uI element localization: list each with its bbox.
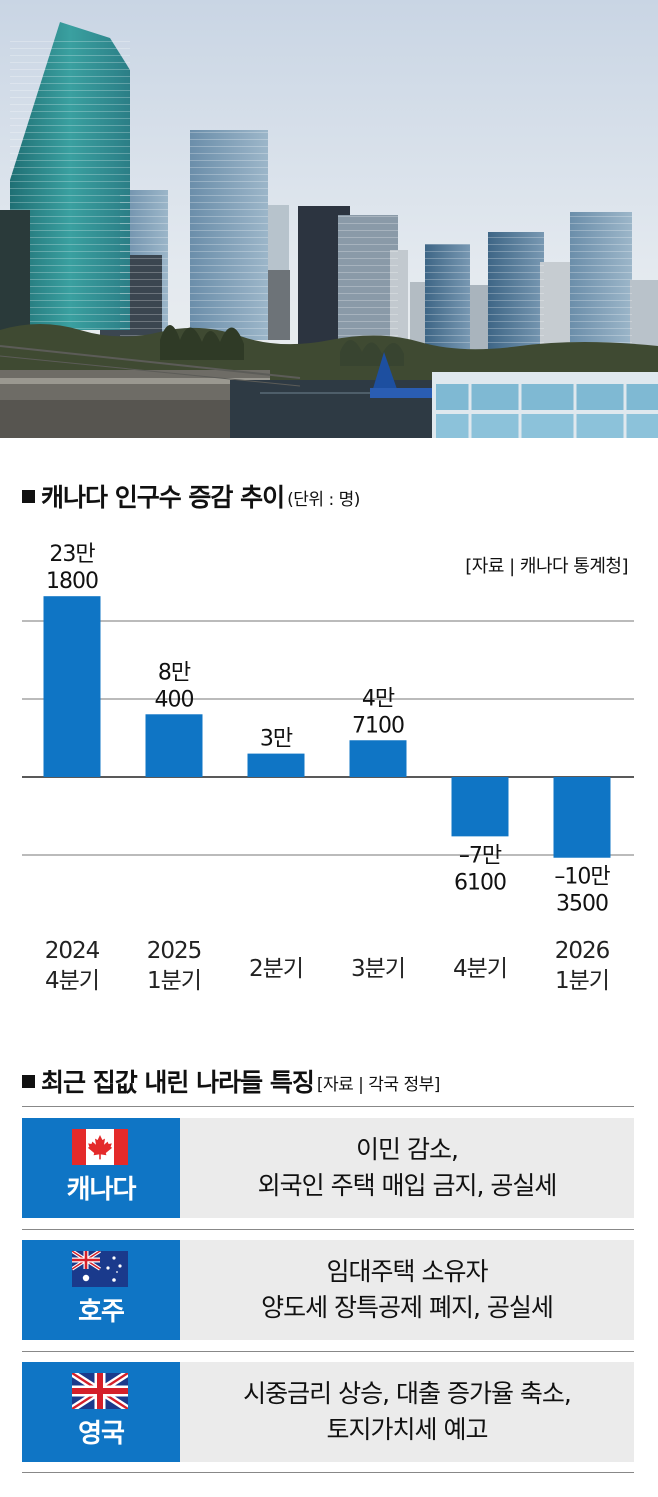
bar: [43, 596, 101, 777]
category-label: 2024: [45, 938, 100, 964]
category-label: 3분기: [351, 956, 405, 982]
category-label: 4분기: [453, 956, 507, 982]
category-label: 4분기: [45, 968, 99, 994]
country-cell: 호주: [22, 1240, 180, 1340]
data-label: 8만: [158, 660, 191, 685]
chart-title: 캐나다 인구수 증감 추이 (단위 : 명): [22, 478, 360, 514]
country-name: 호주: [78, 1297, 125, 1327]
table-source: [자료 | 각국 정부]: [316, 1075, 441, 1095]
table-row: 캐나다 이민 감소, 외국인 주택 매입 금지, 공실세: [22, 1118, 634, 1218]
feature-line: 외국인 주택 매입 금지, 공실세: [257, 1171, 558, 1200]
bar: [451, 777, 509, 837]
category-label: 2분기: [249, 956, 303, 982]
data-label: 4만: [362, 686, 395, 711]
table-title-text: 최근 집값 내린 나라들 특징: [41, 1068, 315, 1097]
divider: [22, 1229, 634, 1230]
feature-description: 임대주택 소유자 양도세 장특공제 폐지, 공실세: [180, 1240, 634, 1340]
divider: [22, 1351, 634, 1352]
feature-description: 이민 감소, 외국인 주택 매입 금지, 공실세: [180, 1118, 634, 1218]
table-title: 최근 집값 내린 나라들 특징 [자료 | 각국 정부]: [22, 1063, 440, 1099]
category-label: 2025: [147, 938, 202, 964]
city-skyline-photo: [0, 0, 658, 438]
country-cell: 영국: [22, 1362, 180, 1462]
feature-line: 토지가치세 예고: [326, 1415, 489, 1444]
chart-source: [자료 | 캐나다 통계청]: [465, 556, 628, 577]
table-row: 영국 시중금리 상승, 대출 증가율 축소, 토지가치세 예고: [22, 1362, 634, 1462]
table-row: 호주 임대주택 소유자 양도세 장특공제 폐지, 공실세: [22, 1240, 634, 1340]
feature-line: 시중금리 상승, 대출 증가율 축소,: [243, 1379, 572, 1408]
canada-flag-icon: [72, 1129, 128, 1165]
chart-title-text: 캐나다 인구수 증감 추이: [41, 483, 285, 512]
divider: [22, 1472, 634, 1473]
data-label: 6100: [454, 870, 506, 895]
data-label: 23만: [49, 542, 95, 567]
feature-line: 임대주택 소유자: [326, 1257, 489, 1286]
data-label: 3만: [260, 727, 293, 752]
bar: [145, 714, 203, 777]
feature-description: 시중금리 상승, 대출 증가율 축소, 토지가치세 예고: [180, 1362, 634, 1462]
data-label: 1800: [46, 569, 98, 594]
data-label: –10만: [554, 865, 610, 890]
bar: [349, 740, 407, 777]
data-label: –7만: [459, 843, 502, 868]
data-label: 3500: [556, 892, 608, 917]
country-name: 캐나다: [66, 1175, 137, 1205]
unit-label: (단위 : 명): [287, 490, 360, 510]
uk-flag-icon: [72, 1373, 128, 1409]
data-label: 7100: [352, 713, 404, 738]
feature-line: 양도세 장특공제 폐지, 공실세: [261, 1293, 554, 1322]
category-label: 1분기: [555, 968, 609, 994]
australia-flag-icon: [72, 1251, 128, 1287]
bar: [553, 777, 611, 858]
square-bullet-icon: [22, 1075, 35, 1088]
divider: [22, 1106, 634, 1107]
data-label: 400: [155, 687, 194, 712]
bar: [247, 753, 305, 777]
country-cell: 캐나다: [22, 1118, 180, 1218]
category-label: 2026: [555, 938, 610, 964]
country-name: 영국: [78, 1419, 125, 1449]
feature-line: 이민 감소,: [356, 1135, 459, 1164]
square-bullet-icon: [22, 490, 35, 503]
category-label: 1분기: [147, 968, 201, 994]
